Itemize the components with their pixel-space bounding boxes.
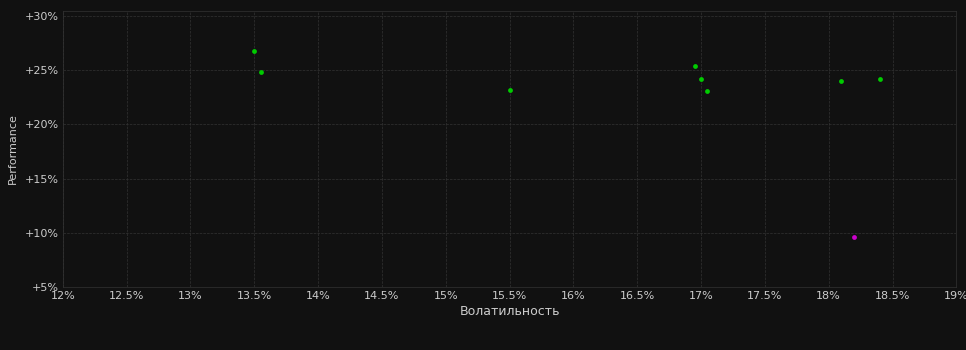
Point bbox=[834, 78, 849, 84]
Point bbox=[872, 76, 888, 82]
Point bbox=[246, 48, 262, 54]
X-axis label: Волатильность: Волатильность bbox=[459, 305, 560, 318]
Y-axis label: Performance: Performance bbox=[8, 113, 17, 184]
Point bbox=[502, 87, 518, 92]
Point bbox=[846, 234, 862, 240]
Point bbox=[253, 70, 269, 75]
Point bbox=[687, 63, 702, 69]
Point bbox=[694, 76, 709, 82]
Point bbox=[699, 88, 715, 93]
